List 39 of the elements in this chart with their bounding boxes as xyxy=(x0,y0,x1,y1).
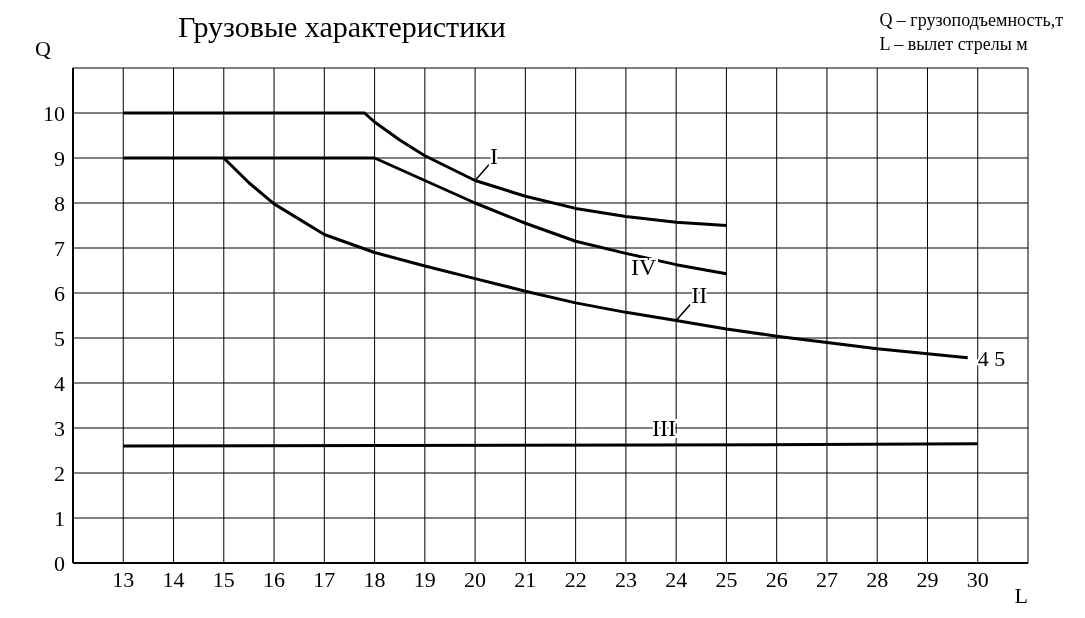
x-tick-label: 22 xyxy=(564,566,587,592)
y-tick-label: 8 xyxy=(54,190,65,216)
x-tick-label: 29 xyxy=(916,566,939,592)
y-tick-label: 6 xyxy=(54,280,65,306)
y-tick-label: 3 xyxy=(54,415,65,441)
y-tick-label: 2 xyxy=(54,460,65,486)
y-tick-label: 0 xyxy=(54,550,65,576)
x-tick-label: 21 xyxy=(514,566,537,592)
series-label: I xyxy=(490,142,499,169)
annotation: 4 5 xyxy=(977,345,1006,371)
y-tick-label: 4 xyxy=(54,370,65,396)
series-label: IV xyxy=(630,254,657,281)
x-tick-label: 14 xyxy=(162,566,185,592)
series-label: II xyxy=(691,282,708,309)
y-tick-label: 1 xyxy=(54,505,65,531)
x-tick-label: 30 xyxy=(966,566,989,592)
series-label: III xyxy=(652,415,677,442)
x-tick-label: 27 xyxy=(815,566,838,592)
x-tick-label: 26 xyxy=(765,566,788,592)
text: Q – грузоподъемность,т xyxy=(879,9,1063,32)
x-tick-label: 13 xyxy=(112,566,135,592)
y-tick-label: 10 xyxy=(43,100,65,126)
x-tick-label: 25 xyxy=(715,566,738,592)
x-tick-label: 28 xyxy=(866,566,889,592)
x-tick-label: 20 xyxy=(464,566,487,592)
text: L – вылет стрелы м xyxy=(879,33,1029,56)
x-tick-label: 17 xyxy=(313,566,336,592)
y-tick-label: 5 xyxy=(54,325,65,351)
x-tick-label: 15 xyxy=(212,566,235,592)
x-tick-label: 16 xyxy=(263,566,286,592)
x-tick-label: 19 xyxy=(413,566,436,592)
x-axis-title: L xyxy=(1014,583,1028,608)
x-tick-label: 24 xyxy=(665,566,688,592)
y-tick-label: 7 xyxy=(54,235,65,261)
y-axis-title: Q xyxy=(35,36,51,61)
x-tick-label: 23 xyxy=(614,566,637,592)
x-tick-label: 18 xyxy=(363,566,386,592)
chart-title: Грузовые характеристики xyxy=(178,10,506,44)
y-tick-label: 9 xyxy=(54,145,65,171)
